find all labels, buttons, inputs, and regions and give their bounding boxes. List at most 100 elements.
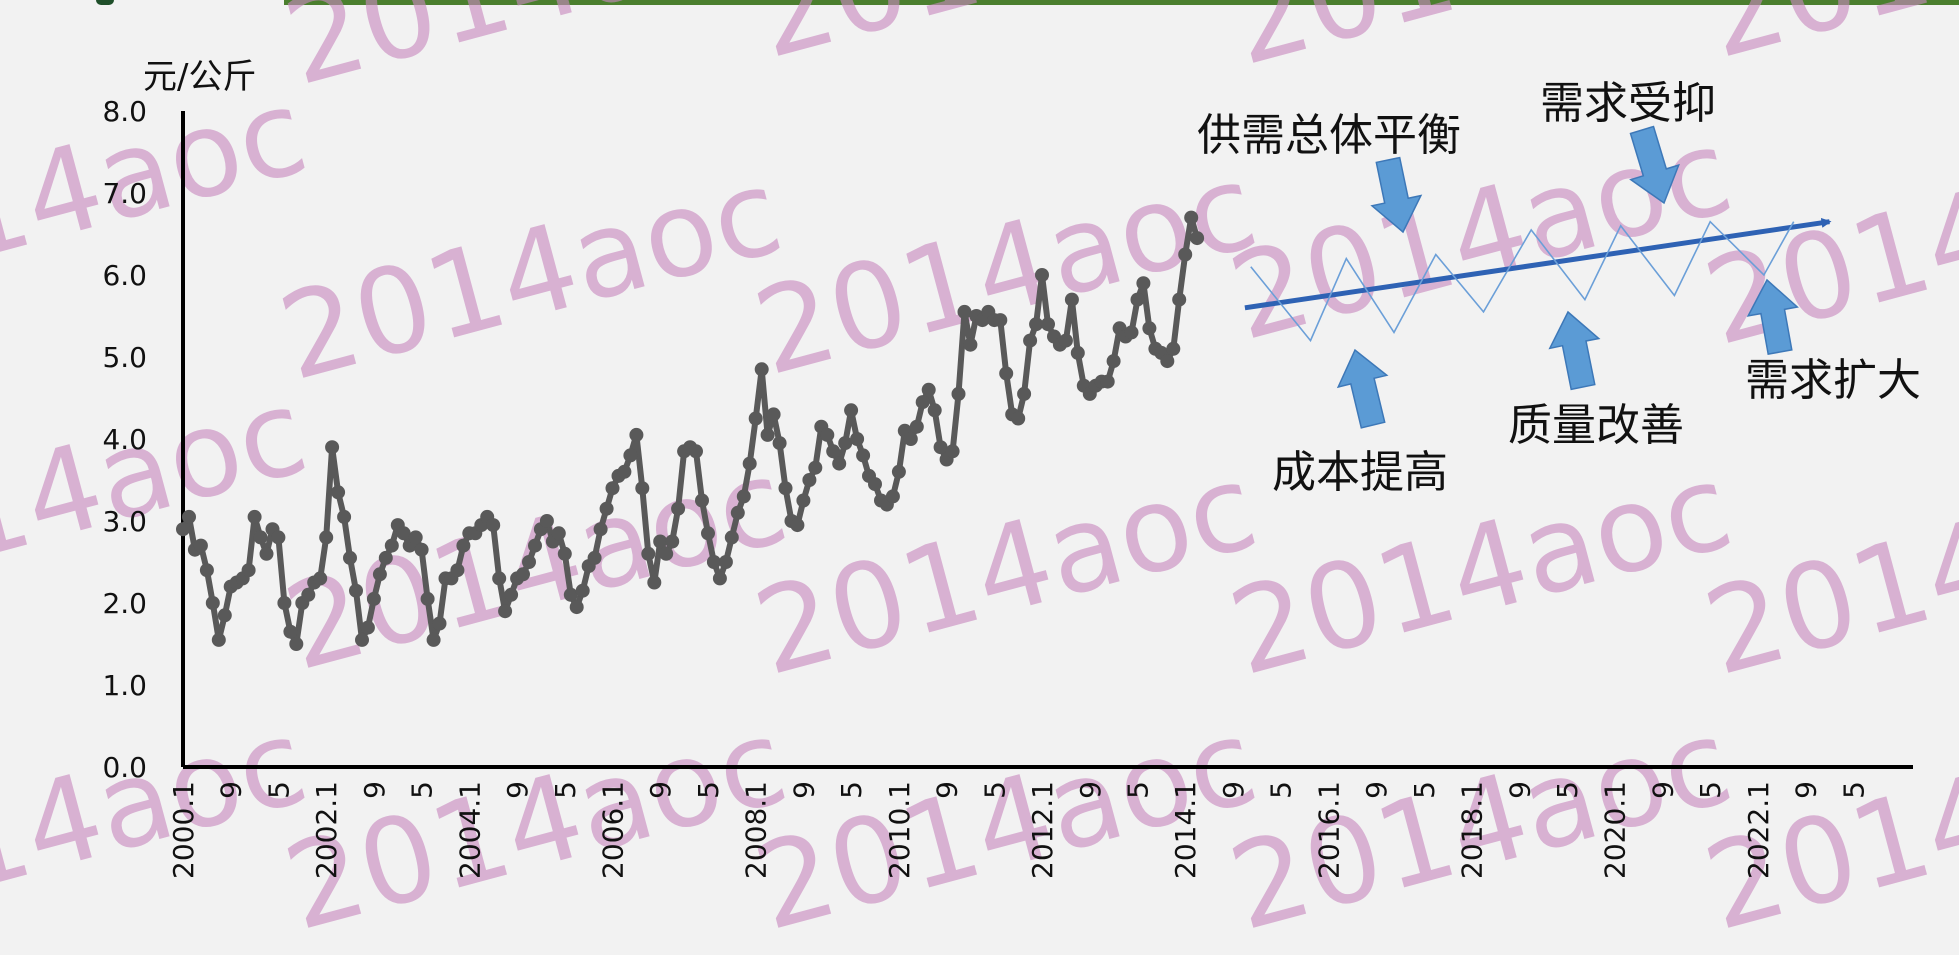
data-point xyxy=(456,538,471,553)
data-point xyxy=(193,538,208,553)
data-point xyxy=(283,624,298,639)
data-point xyxy=(951,386,966,401)
data-point xyxy=(1124,325,1139,340)
y-tick-labels: 0.0 1.0 2.0 3.0 4.0 5.0 6.0 7.0 8.0 xyxy=(102,95,147,784)
data-point xyxy=(271,530,286,545)
data-point xyxy=(372,567,387,582)
data-point xyxy=(426,632,441,647)
y-tick-label: 8.0 xyxy=(102,95,147,128)
y-tick-label: 7.0 xyxy=(102,177,147,210)
data-point xyxy=(355,632,369,647)
data-point xyxy=(742,456,757,471)
y-tick-label: 1.0 xyxy=(102,669,147,702)
data-point xyxy=(319,530,334,545)
data-point xyxy=(945,444,960,459)
data-point xyxy=(933,440,948,455)
data-point xyxy=(1023,333,1038,348)
data-point xyxy=(957,304,972,319)
data-point xyxy=(301,587,316,602)
data-point xyxy=(1100,374,1115,389)
data-point xyxy=(1106,354,1121,369)
x-tick-label: 9 xyxy=(1360,781,1393,799)
data-point xyxy=(486,518,501,533)
x-tick-label: 2000.1 xyxy=(167,781,200,879)
x-tick-label: 5 xyxy=(1551,781,1584,799)
annotation-cost: 成本提高 xyxy=(1272,447,1448,498)
data-point xyxy=(915,395,930,410)
x-tick-label: 2010.1 xyxy=(883,781,916,879)
data-point xyxy=(587,550,602,565)
data-point xyxy=(1041,317,1055,332)
oscillation xyxy=(1250,220,1795,343)
data-point xyxy=(903,432,918,446)
x-tick-label: 9 xyxy=(358,781,391,799)
data-point xyxy=(1011,411,1026,426)
data-point xyxy=(241,563,256,578)
x-tick-label: 5 xyxy=(262,781,295,799)
x-tick-label: 5 xyxy=(549,781,582,799)
data-point xyxy=(617,464,632,479)
data-point xyxy=(277,596,292,610)
x-tick-label: 9 xyxy=(1217,781,1250,799)
axes xyxy=(181,111,1913,769)
x-tick-label: 2020.1 xyxy=(1599,781,1632,879)
x-tick-label: 5 xyxy=(1694,781,1727,799)
data-point xyxy=(963,337,978,352)
x-tick-label: 5 xyxy=(1837,781,1870,799)
watermark: 2014aoc xyxy=(742,0,1270,85)
data-point xyxy=(289,637,304,651)
data-point xyxy=(182,509,196,524)
x-tick-label: 2008.1 xyxy=(740,781,773,879)
data-point xyxy=(337,509,352,524)
annotation-quality: 质量改善 xyxy=(1508,400,1684,451)
x-tick-label: 5 xyxy=(406,781,439,799)
data-point xyxy=(593,522,608,537)
x-tick-label: 2012.1 xyxy=(1026,781,1059,879)
data-point xyxy=(414,542,429,557)
data-point xyxy=(832,456,847,471)
x-tick-label: 9 xyxy=(1503,781,1536,799)
annotation-arrows xyxy=(1336,125,1799,429)
data-point xyxy=(629,427,644,442)
data-point xyxy=(432,616,447,631)
annotation-arrow xyxy=(1336,348,1389,429)
annotation-suppressed: 需求受抑 xyxy=(1540,78,1716,129)
data-point xyxy=(563,587,578,602)
data-point xyxy=(1166,341,1181,356)
data-point xyxy=(1172,292,1187,307)
data-point xyxy=(838,436,853,451)
data-point xyxy=(528,538,542,553)
x-tick-label: 2014.1 xyxy=(1169,781,1202,879)
y-tick-label: 6.0 xyxy=(102,259,147,292)
data-point xyxy=(623,448,638,463)
x-tick-label: 5 xyxy=(1265,781,1298,799)
data-point xyxy=(492,571,507,586)
data-point xyxy=(856,448,871,463)
data-point xyxy=(575,583,590,598)
data-point xyxy=(999,366,1014,381)
data-point xyxy=(199,563,214,578)
data-point xyxy=(1130,292,1145,307)
watermark: 2014aoc xyxy=(1692,107,1959,372)
data-point xyxy=(259,546,274,561)
data-point xyxy=(706,555,721,569)
x-tick-label: 2002.1 xyxy=(310,781,343,879)
y-tick-label: 5.0 xyxy=(102,341,147,374)
data-point xyxy=(766,407,781,422)
annotation-arrow xyxy=(1370,156,1423,234)
data-point xyxy=(1070,345,1085,360)
data-point xyxy=(378,550,393,565)
data-point xyxy=(712,571,727,586)
x-tick-label: 9 xyxy=(1646,781,1679,799)
data-point xyxy=(504,587,519,602)
data-point xyxy=(850,432,865,446)
data-point xyxy=(1029,317,1044,332)
data-point xyxy=(1178,247,1193,262)
data-point xyxy=(665,534,680,549)
x-tick-labels: 2000.1 9 5 2002.1 9 5 2004.1 9 5 2006.1 9 5 2008.1 9 5… xyxy=(167,781,1870,879)
data-point xyxy=(820,427,835,442)
data-point xyxy=(384,538,399,553)
data-point xyxy=(659,546,674,561)
data-point xyxy=(325,440,340,455)
